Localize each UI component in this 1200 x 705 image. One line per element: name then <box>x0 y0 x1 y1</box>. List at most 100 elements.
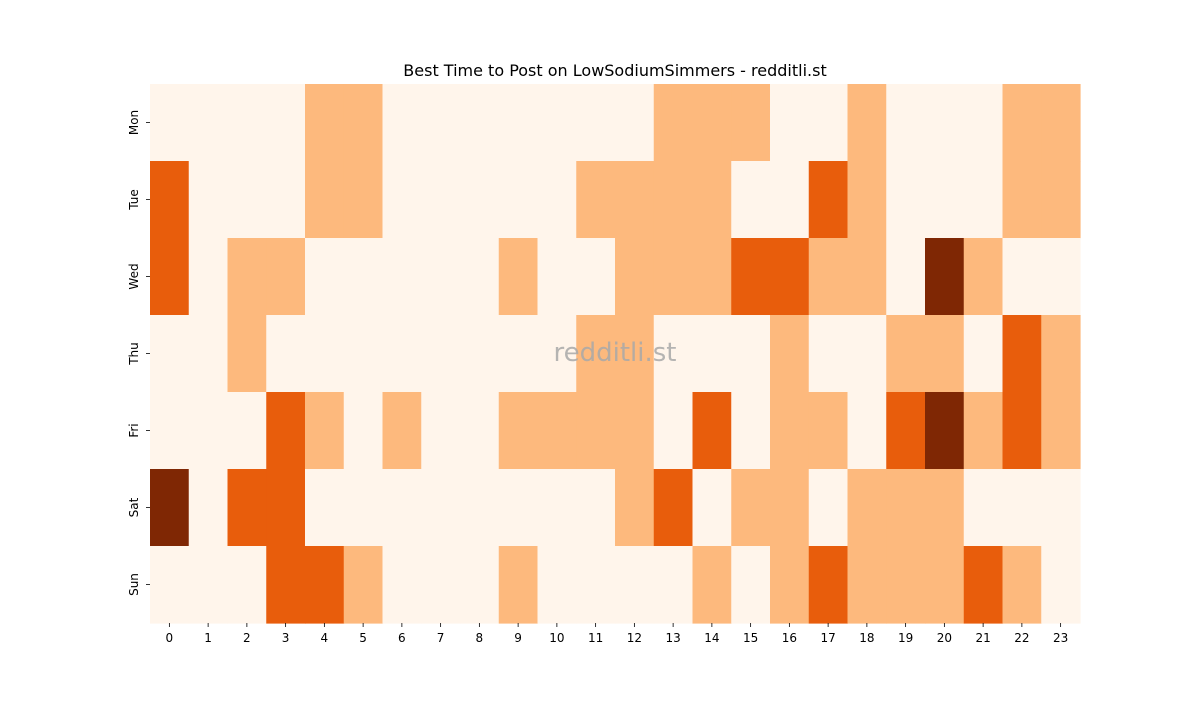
heatmap-cell-tue-2 <box>227 161 267 239</box>
heatmap-cell-tue-3 <box>266 161 306 239</box>
heatmap-cell-mon-4 <box>305 84 345 162</box>
heatmap-cell-thu-2 <box>227 315 267 393</box>
heatmap-cell-wed-15 <box>731 238 771 316</box>
heatmap-cell-thu-12 <box>615 315 655 393</box>
heatmap-cell-mon-11 <box>576 84 616 162</box>
x-tick-label: 20 <box>937 631 952 645</box>
heatmap-cell-sun-1 <box>188 546 229 624</box>
heatmap-cell-sun-6 <box>382 546 422 624</box>
heatmap-cell-tue-22 <box>1002 161 1042 239</box>
heatmap-cell-wed-19 <box>886 238 926 316</box>
heatmap-cell-sat-8 <box>460 469 500 547</box>
x-tick-label: 14 <box>704 631 719 645</box>
y-tick-label: Sat <box>127 497 141 517</box>
heatmap-cell-tue-1 <box>188 161 229 239</box>
x-tick-label: 7 <box>437 631 445 645</box>
heatmap-cell-thu-19 <box>886 315 926 393</box>
x-tick-label: 22 <box>1014 631 1029 645</box>
heatmap-cell-sat-15 <box>731 469 771 547</box>
heatmap-cell-tue-17 <box>808 161 849 239</box>
heatmap-cell-sat-19 <box>886 469 926 547</box>
heatmap-cell-sun-14 <box>692 546 732 624</box>
heatmap-cell-sat-13 <box>653 469 694 547</box>
heatmap-cell-wed-5 <box>343 238 384 316</box>
x-tick-label: 12 <box>627 631 642 645</box>
heatmap-cell-sun-8 <box>460 546 500 624</box>
heatmap-cell-fri-18 <box>847 392 887 470</box>
heatmap-cell-fri-9 <box>498 392 539 470</box>
y-tick-label: Thu <box>127 342 141 366</box>
heatmap-cell-mon-9 <box>498 84 539 162</box>
heatmap-cell-wed-12 <box>615 238 655 316</box>
heatmap-cell-tue-13 <box>653 161 694 239</box>
heatmap-cell-thu-0 <box>150 315 190 393</box>
heatmap-cell-thu-1 <box>188 315 229 393</box>
heatmap-cell-tue-18 <box>847 161 887 239</box>
heatmap-cell-sun-22 <box>1002 546 1042 624</box>
heatmap-cell-fri-13 <box>653 392 694 470</box>
heatmap-cell-sat-7 <box>421 469 461 547</box>
heatmap-cell-sun-2 <box>227 546 267 624</box>
heatmap-cell-sun-3 <box>266 546 306 624</box>
x-tick-label: 9 <box>514 631 522 645</box>
heatmap-cell-mon-7 <box>421 84 461 162</box>
heatmap-cell-sun-13 <box>653 546 694 624</box>
heatmap-cell-fri-21 <box>963 392 1004 470</box>
heatmap-cell-sat-12 <box>615 469 655 547</box>
heatmap-cell-tue-7 <box>421 161 461 239</box>
heatmap-cell-thu-21 <box>963 315 1004 393</box>
heatmap-cell-fri-0 <box>150 392 190 470</box>
heatmap-cell-mon-12 <box>615 84 655 162</box>
heatmap-cell-sat-17 <box>808 469 849 547</box>
heatmap-cell-thu-15 <box>731 315 771 393</box>
heatmap-cell-sun-16 <box>770 546 810 624</box>
heatmap-cell-mon-16 <box>770 84 810 162</box>
heatmap-cell-fri-1 <box>188 392 229 470</box>
x-tick-label: 10 <box>549 631 564 645</box>
watermark: redditli.st <box>554 338 677 368</box>
heatmap-cell-thu-3 <box>266 315 306 393</box>
heatmap-cell-tue-14 <box>692 161 732 239</box>
x-tick-label: 13 <box>665 631 680 645</box>
heatmap-cell-thu-7 <box>421 315 461 393</box>
heatmap-cell-mon-18 <box>847 84 887 162</box>
heatmap-cell-sun-11 <box>576 546 616 624</box>
heatmap-cell-mon-22 <box>1002 84 1042 162</box>
x-tick-label: 1 <box>204 631 212 645</box>
x-tick-label: 16 <box>782 631 797 645</box>
heatmap-cell-fri-19 <box>886 392 926 470</box>
heatmap-cell-thu-4 <box>305 315 345 393</box>
y-tick-label: Fri <box>127 423 141 437</box>
heatmap-cell-mon-0 <box>150 84 190 162</box>
heatmap-cell-sun-18 <box>847 546 887 624</box>
y-tick-label: Mon <box>127 110 141 135</box>
heatmap-cell-fri-22 <box>1002 392 1042 470</box>
heatmap-cell-tue-9 <box>498 161 539 239</box>
heatmap-cell-thu-13 <box>653 315 694 393</box>
heatmap-cell-mon-5 <box>343 84 384 162</box>
heatmap-cell-sun-0 <box>150 546 190 624</box>
heatmap-cell-fri-17 <box>808 392 849 470</box>
heatmap-cell-mon-13 <box>653 84 694 162</box>
heatmap-cell-mon-8 <box>460 84 500 162</box>
x-tick-label: 3 <box>282 631 290 645</box>
y-tick-label: Tue <box>127 189 141 211</box>
heatmap-cell-sat-18 <box>847 469 887 547</box>
x-tick-label: 5 <box>359 631 367 645</box>
heatmap-cell-fri-4 <box>305 392 345 470</box>
x-tick-label: 15 <box>743 631 758 645</box>
heatmap-cell-sun-12 <box>615 546 655 624</box>
heatmap-cell-fri-6 <box>382 392 422 470</box>
heatmap-cell-sat-1 <box>188 469 229 547</box>
x-tick-label: 18 <box>859 631 874 645</box>
heatmap-cell-fri-16 <box>770 392 810 470</box>
heatmap-cell-sat-9 <box>498 469 539 547</box>
heatmap-cell-mon-3 <box>266 84 306 162</box>
heatmap-cell-sun-10 <box>537 546 577 624</box>
heatmap-cell-thu-18 <box>847 315 887 393</box>
heatmap-cell-thu-5 <box>343 315 384 393</box>
heatmap-cell-thu-8 <box>460 315 500 393</box>
heatmap-cell-wed-4 <box>305 238 345 316</box>
heatmap-cell-wed-3 <box>266 238 306 316</box>
